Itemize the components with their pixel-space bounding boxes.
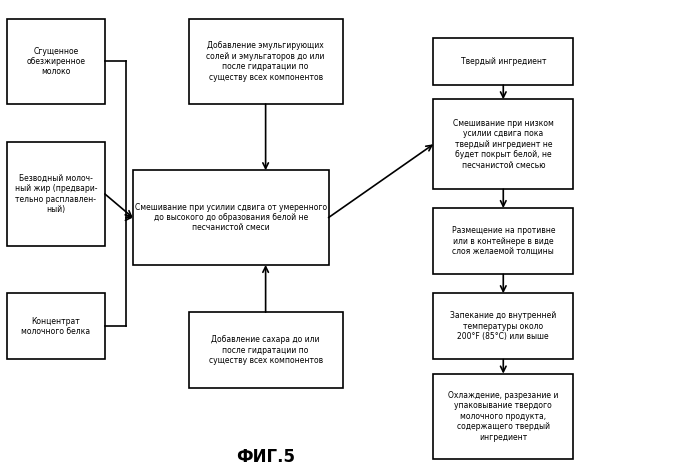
FancyBboxPatch shape <box>433 99 573 189</box>
FancyBboxPatch shape <box>433 38 573 85</box>
FancyBboxPatch shape <box>433 293 573 359</box>
FancyBboxPatch shape <box>189 312 343 388</box>
Text: Запекание до внутренней
температуры около
200°F (85°С) или выше: Запекание до внутренней температуры окол… <box>450 311 556 342</box>
Text: Смешивание при низком
усилии сдвига пока
твердый ингредиент не
будет покрыт бело: Смешивание при низком усилии сдвига пока… <box>453 119 554 169</box>
Text: Добавление эмульгирующих
солей и эмульгаторов до или
после гидратации по
существ: Добавление эмульгирующих солей и эмульга… <box>206 42 325 81</box>
Text: Смешивание при усилии сдвига от умеренного
до высокого до образования белой не
п: Смешивание при усилии сдвига от умеренно… <box>135 202 326 233</box>
FancyBboxPatch shape <box>189 19 343 104</box>
FancyBboxPatch shape <box>133 170 329 265</box>
Text: Безводный молоч-
ный жир (предвари-
тельно расплавлен-
ный): Безводный молоч- ный жир (предвари- тель… <box>15 174 97 214</box>
Text: Размещение на противне
или в контейнере в виде
слоя желаемой толщины: Размещение на противне или в контейнере … <box>452 226 555 256</box>
FancyBboxPatch shape <box>433 208 573 274</box>
Text: Сгущенное
обезжиренное
молоко: Сгущенное обезжиренное молоко <box>27 46 85 77</box>
FancyBboxPatch shape <box>433 374 573 459</box>
Text: ФИГ.5: ФИГ.5 <box>236 448 295 466</box>
Text: Концентрат
молочного белка: Концентрат молочного белка <box>22 316 90 336</box>
FancyBboxPatch shape <box>7 142 105 246</box>
FancyBboxPatch shape <box>7 19 105 104</box>
Text: Твердый ингредиент: Твердый ингредиент <box>461 57 546 66</box>
Text: Добавление сахара до или
после гидратации по
существу всех компонентов: Добавление сахара до или после гидратаци… <box>208 335 323 365</box>
Text: Охлаждение, разрезание и
упаковывание твердого
молочного продукта,
содержащего т: Охлаждение, разрезание и упаковывание тв… <box>448 391 559 441</box>
FancyBboxPatch shape <box>7 293 105 359</box>
